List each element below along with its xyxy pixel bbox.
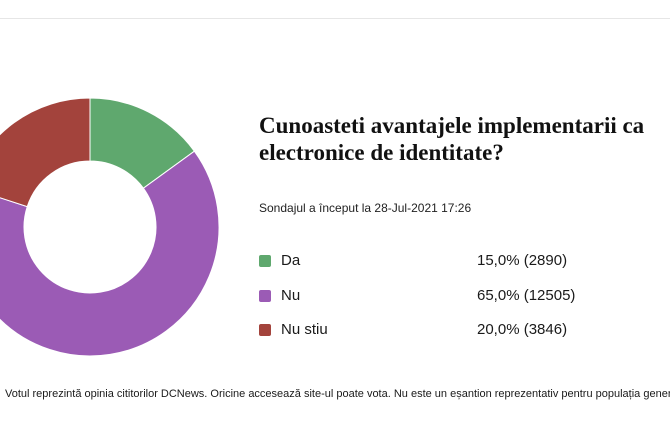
- option-label: Da: [281, 252, 301, 269]
- poll-question-line-1: Cunoasteti avantajele implementarii ca: [259, 113, 645, 138]
- poll-option-nu-stiu: Nu stiu 20,0% (3846): [259, 320, 670, 340]
- option-label: Nu stiu: [281, 321, 328, 338]
- option-result: 65,0% (12505): [477, 287, 576, 304]
- poll-start-date: Sondajul a început la 28-Jul-2021 17:26: [259, 201, 472, 215]
- donut-slice-nu-stiu: [0, 97, 91, 208]
- legend-swatch-nu-stiu: [259, 324, 271, 336]
- donut-slice-nu: [0, 150, 220, 357]
- option-result: 20,0% (3846): [477, 321, 568, 338]
- poll-option-nu: Nu 65,0% (12505): [259, 286, 670, 306]
- poll-question-line-2: electronice de identitate?: [259, 140, 504, 165]
- poll-donut-chart: [0, 97, 220, 357]
- poll-option-da: Da 15,0% (2890): [259, 251, 670, 271]
- option-result: 15,0% (2890): [477, 252, 568, 269]
- legend-swatch-nu: [259, 290, 271, 302]
- top-divider: [0, 18, 670, 19]
- legend-swatch-da: [259, 255, 271, 267]
- option-label: Nu: [281, 287, 301, 304]
- poll-disclaimer: Votul reprezintă opinia cititorilor DCNe…: [5, 388, 670, 400]
- poll-question: Cunoasteti avantajele implementarii ca e…: [259, 112, 670, 166]
